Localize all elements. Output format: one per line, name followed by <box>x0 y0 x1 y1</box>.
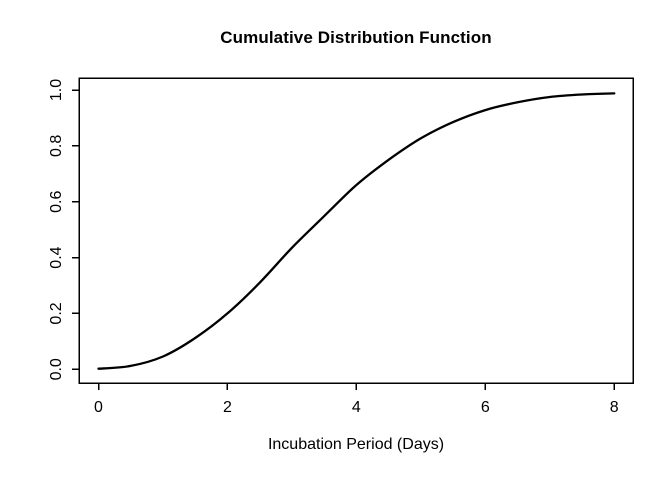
x-tick-label: 6 <box>481 399 490 416</box>
y-tick-label: 0.2 <box>48 302 65 324</box>
cdf-curve <box>97 92 616 370</box>
x-tick-label: 0 <box>94 399 103 416</box>
x-tick-label: 2 <box>223 399 232 416</box>
plot-box <box>78 77 634 384</box>
y-tick-label: 0.6 <box>48 191 65 213</box>
x-axis-label: Incubation Period (Days) <box>267 436 445 453</box>
chart-title: Cumulative Distribution Function <box>220 28 492 47</box>
y-tick-label: 0.4 <box>48 246 65 268</box>
y-tick-label: 0.0 <box>48 358 65 380</box>
y-tick-label: 1.0 <box>48 79 65 101</box>
y-tick-label: 0.8 <box>48 135 65 157</box>
x-tick-label: 4 <box>352 399 361 416</box>
x-tick-label: 8 <box>610 399 619 416</box>
